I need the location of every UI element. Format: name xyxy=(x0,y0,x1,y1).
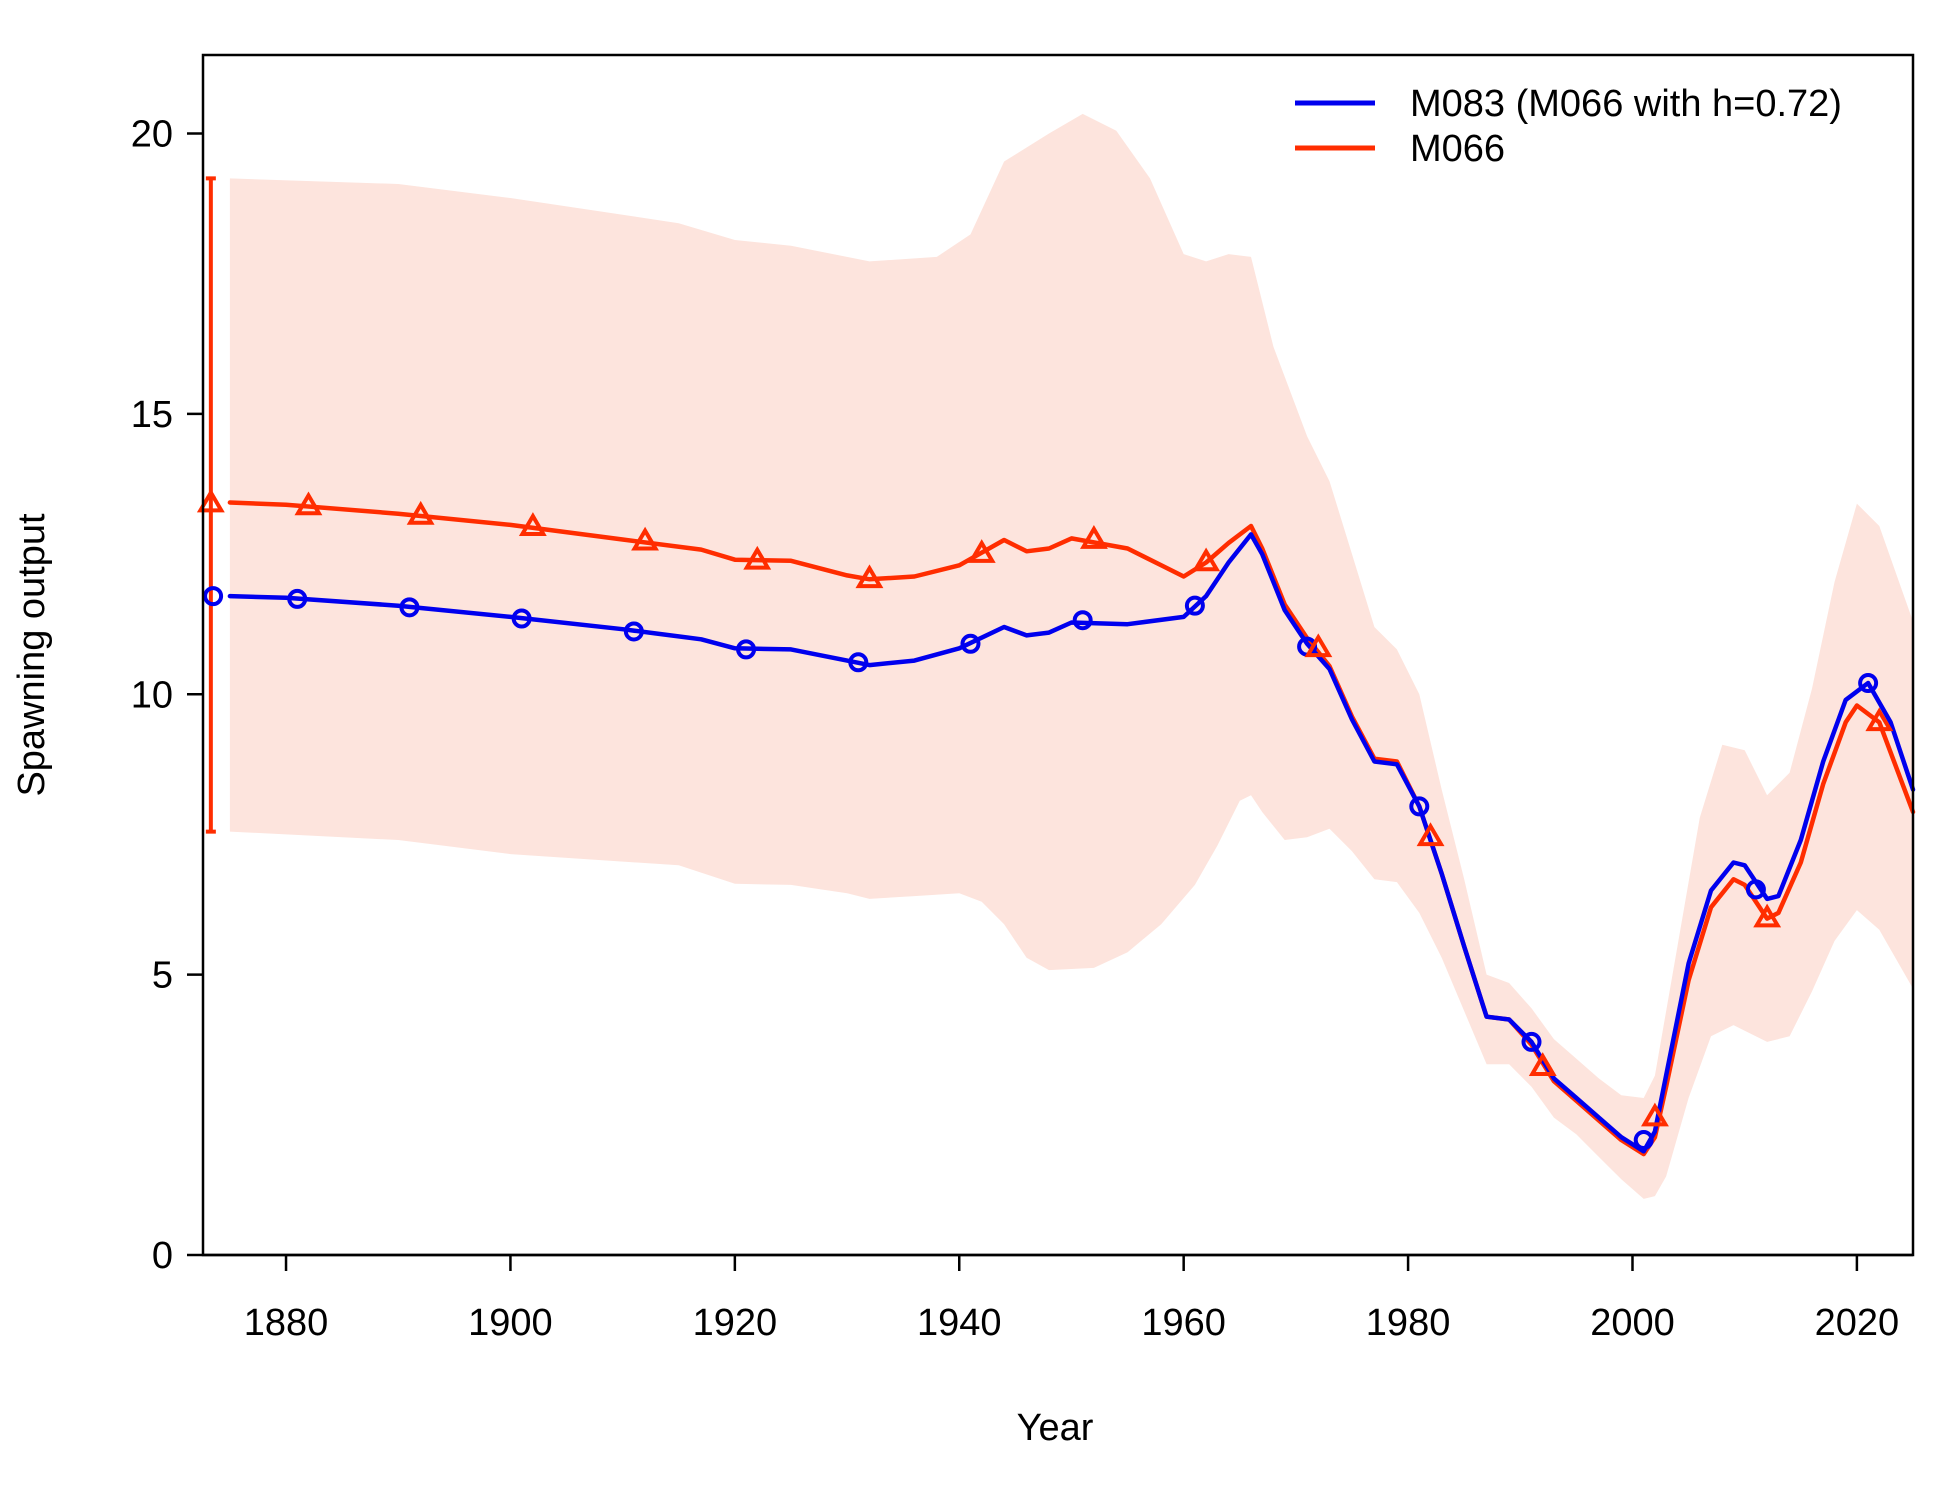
x-tick-label-0: 1880 xyxy=(244,1302,329,1344)
x-tick-label-7: 2020 xyxy=(1815,1302,1900,1344)
x-tick-label-4: 1960 xyxy=(1141,1302,1226,1344)
y-tick-label-0: 0 xyxy=(152,1235,173,1277)
legend: M083 (M066 with h=0.72) M066 xyxy=(1295,83,1842,170)
legend-label-m066: M066 xyxy=(1410,128,1505,170)
y-tick-label-4: 20 xyxy=(131,114,173,156)
x-tick-label-5: 1980 xyxy=(1366,1302,1451,1344)
x-axis: 1880 1900 1920 1940 1960 1980 2000 2020 xyxy=(203,1255,1913,1344)
x-tick-label-1: 1900 xyxy=(468,1302,553,1344)
y-axis-label: Spawning output xyxy=(11,513,53,797)
x-tick-label-6: 2000 xyxy=(1590,1302,1675,1344)
x-axis-label: Year xyxy=(1017,1407,1094,1449)
y-tick-label-1: 5 xyxy=(152,955,173,997)
initial-ci-layer xyxy=(206,178,216,831)
initial-equilibrium-marker-0 xyxy=(205,588,221,604)
confidence-band-1 xyxy=(230,114,1913,1199)
confidence-band-layer xyxy=(230,114,1913,1199)
legend-label-m083: M083 (M066 with h=0.72) xyxy=(1410,83,1842,125)
y-tick-label-2: 10 xyxy=(131,674,173,716)
x-tick-label-2: 1920 xyxy=(693,1302,778,1344)
y-axis: 0 5 10 15 20 xyxy=(131,114,203,1277)
x-tick-label-3: 1940 xyxy=(917,1302,1002,1344)
y-tick-label-3: 15 xyxy=(131,394,173,436)
